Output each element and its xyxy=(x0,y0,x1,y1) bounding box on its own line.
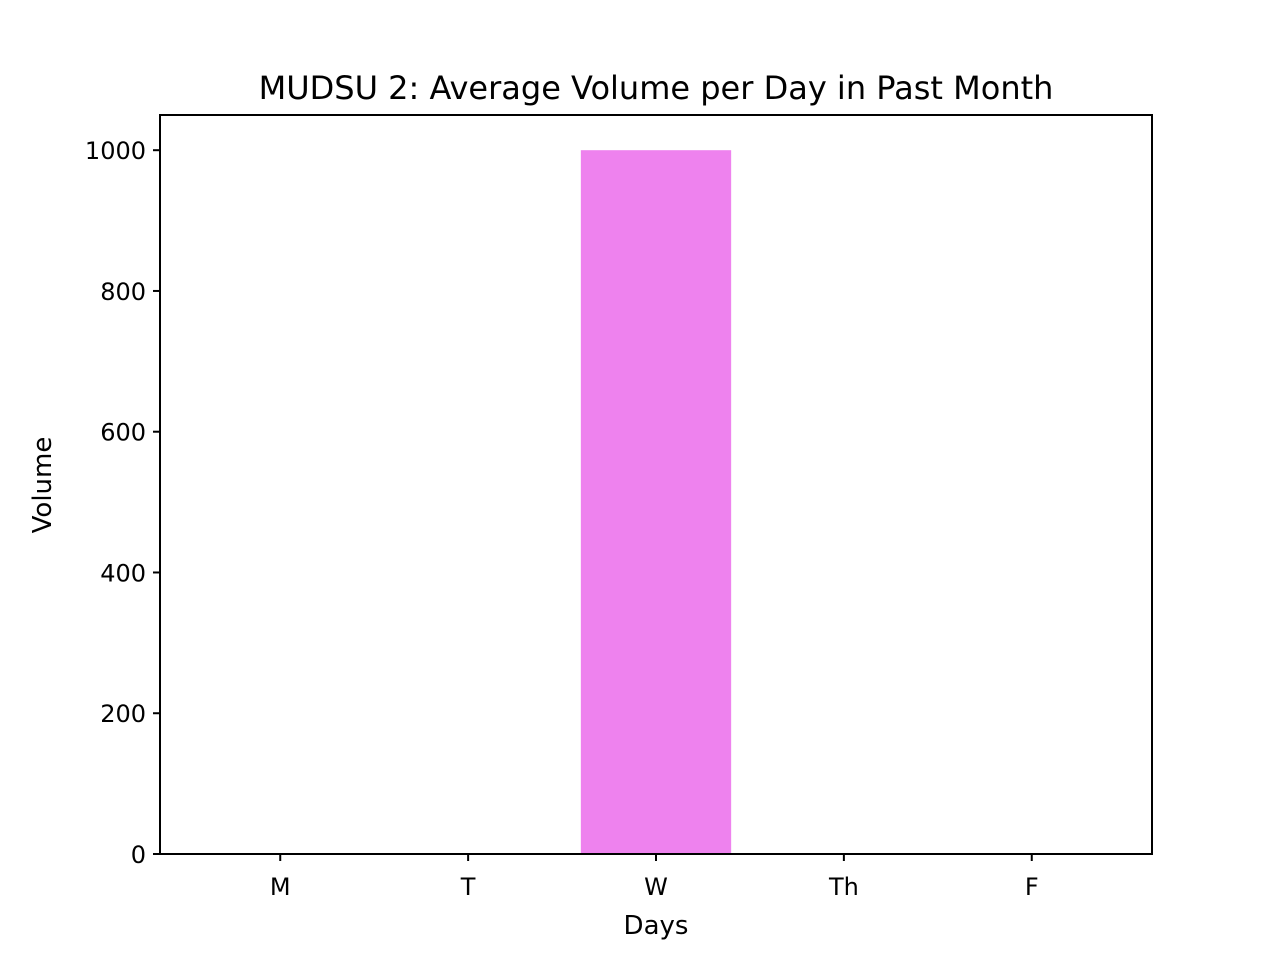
y-axis-label: Volume xyxy=(28,437,58,534)
x-tick-label: T xyxy=(460,873,476,901)
x-tick-label: Th xyxy=(828,873,859,901)
y-tick-label: 400 xyxy=(100,559,146,587)
y-tick-label: 0 xyxy=(131,841,146,869)
y-axis: 0 200 400 600 800 1000 xyxy=(85,137,160,869)
y-tick-label: 200 xyxy=(100,700,146,728)
y-tick-label: 800 xyxy=(100,278,146,306)
x-tick-label: W xyxy=(644,873,668,901)
bar-w xyxy=(580,150,732,854)
bars-group xyxy=(580,150,732,854)
y-tick-label: 1000 xyxy=(85,137,146,165)
x-tick-label: M xyxy=(270,873,291,901)
x-axis: M T W Th F xyxy=(270,854,1039,901)
chart-title: MUDSU 2: Average Volume per Day in Past … xyxy=(259,69,1054,107)
x-axis-label: Days xyxy=(624,911,689,941)
x-tick-label: F xyxy=(1025,873,1039,901)
y-tick-label: 600 xyxy=(100,419,146,447)
